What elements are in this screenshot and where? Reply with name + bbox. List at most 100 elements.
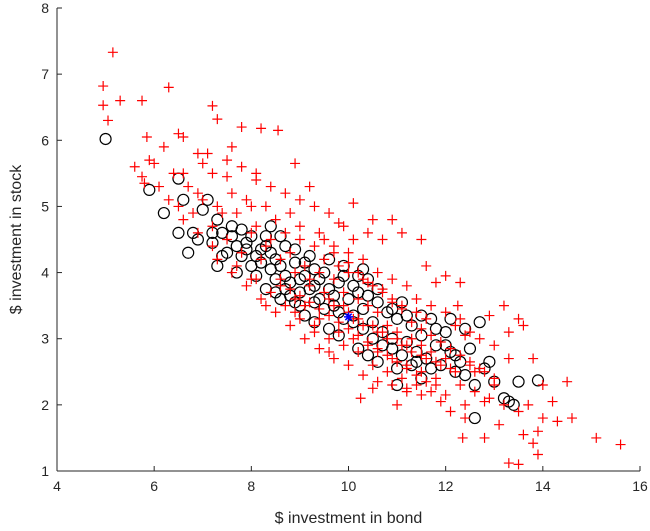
data-point-plus — [173, 128, 184, 139]
data-point-plus — [348, 198, 359, 209]
data-point-plus — [372, 343, 383, 354]
data-point-plus — [503, 458, 514, 469]
data-point-plus — [251, 168, 262, 179]
data-point-plus — [309, 327, 320, 338]
data-point-circle — [157, 206, 170, 220]
data-point-plus — [353, 294, 364, 305]
data-point-plus — [498, 399, 509, 410]
data-point-plus — [416, 234, 427, 245]
data-point-plus — [479, 432, 490, 443]
data-point-plus — [314, 227, 325, 238]
data-point-plus — [382, 366, 393, 377]
data-point-plus — [275, 274, 286, 285]
data-point-plus — [314, 343, 325, 354]
data-point-plus — [498, 300, 509, 311]
data-point-plus — [285, 284, 296, 295]
x-tick-label: 16 — [632, 478, 648, 494]
data-point-plus — [338, 300, 349, 311]
data-point-plus — [528, 353, 539, 364]
data-point-circle — [264, 220, 277, 233]
data-point-plus — [304, 181, 315, 192]
data-point-plus — [343, 267, 354, 278]
data-point-plus — [489, 340, 500, 351]
data-point-plus — [396, 227, 407, 238]
data-point-plus — [98, 81, 109, 92]
data-point-plus — [416, 340, 427, 351]
data-point-plus — [518, 429, 529, 440]
x-tick-label: 14 — [535, 478, 551, 494]
data-point-plus — [401, 363, 412, 374]
data-point-plus — [137, 95, 148, 106]
data-point-plus — [455, 350, 466, 361]
x-tick-label: 6 — [150, 478, 158, 494]
data-point-circle — [225, 230, 238, 243]
data-point-circle — [429, 339, 443, 352]
data-point-plus — [396, 373, 407, 384]
data-point-circle — [459, 368, 472, 382]
data-point-plus — [353, 346, 364, 357]
data-point-plus — [348, 234, 359, 245]
data-point-plus — [358, 370, 369, 381]
data-point-plus — [474, 333, 485, 344]
data-point-circle — [483, 355, 496, 368]
data-point-plus — [464, 356, 475, 367]
data-point-plus — [299, 260, 310, 271]
data-point-plus — [188, 208, 199, 219]
data-point-plus — [382, 320, 393, 331]
data-point-plus — [299, 333, 310, 344]
data-point-plus — [343, 247, 354, 258]
data-point-plus — [285, 320, 296, 331]
data-point-circle — [400, 309, 413, 322]
data-point-plus — [251, 221, 262, 232]
data-point-plus — [401, 383, 412, 394]
data-point-plus — [158, 141, 169, 152]
data-point-plus — [452, 300, 463, 311]
data-point-plus — [246, 227, 257, 238]
y-tick-label: 2 — [41, 397, 49, 413]
data-point-plus — [197, 158, 208, 169]
data-point-plus — [528, 438, 539, 449]
data-point-plus — [537, 380, 548, 391]
data-point-plus — [328, 274, 339, 285]
data-point-plus — [416, 323, 427, 334]
data-point-plus — [362, 337, 373, 348]
data-point-circle — [230, 240, 243, 253]
data-point-plus — [392, 333, 403, 344]
data-point-plus — [537, 413, 548, 424]
data-point-circle — [376, 339, 389, 352]
data-point-plus — [260, 300, 271, 311]
data-point-plus — [324, 294, 335, 305]
data-point-plus — [421, 313, 432, 324]
data-point-plus — [566, 413, 577, 424]
y-tick-label: 8 — [41, 0, 49, 16]
data-point-circle — [177, 193, 190, 206]
data-point-plus — [270, 307, 281, 318]
data-point-plus — [377, 284, 388, 295]
data-point-plus — [562, 376, 573, 387]
data-point-plus — [314, 267, 325, 278]
data-point-plus — [440, 270, 451, 281]
data-point-plus — [163, 82, 174, 93]
data-point-plus — [212, 254, 223, 265]
data-point-plus — [401, 340, 412, 351]
data-point-plus — [513, 406, 524, 417]
data-point-circle — [259, 240, 273, 253]
data-point-plus — [469, 386, 480, 397]
data-point-plus — [411, 380, 422, 391]
data-point-plus — [494, 419, 505, 430]
data-point-circle — [473, 316, 486, 329]
data-point-circle — [182, 246, 195, 259]
data-point-asterisk — [344, 312, 353, 322]
data-point-plus — [294, 234, 305, 245]
data-point-circle — [512, 375, 525, 388]
data-point-plus — [355, 393, 366, 404]
data-point-plus — [411, 294, 422, 305]
data-point-plus — [163, 194, 174, 205]
data-point-plus — [226, 267, 237, 278]
data-point-plus — [207, 168, 218, 179]
y-axis-title: $ investment in stock — [8, 164, 25, 314]
data-point-plus — [212, 114, 223, 125]
data-point-circle — [347, 279, 360, 292]
data-point-plus — [362, 227, 373, 238]
y-tick-label: 7 — [41, 66, 49, 82]
